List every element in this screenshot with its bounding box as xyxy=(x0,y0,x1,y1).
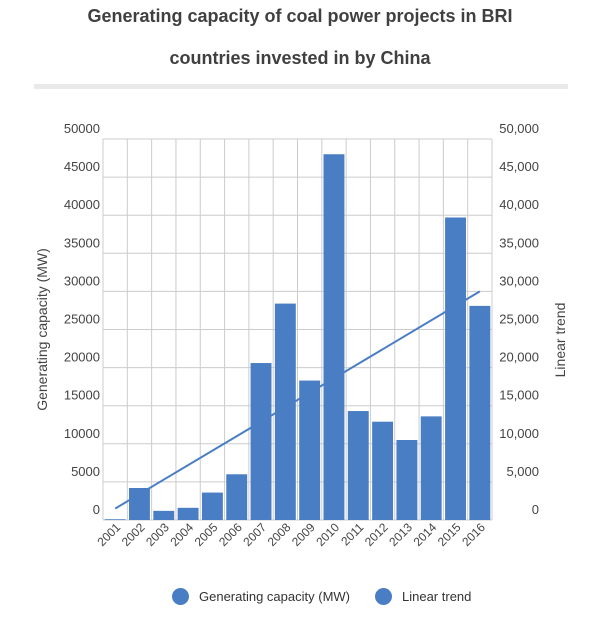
y-tick-label: 15000 xyxy=(64,388,100,403)
legend: Generating capacity (MW) Linear trend xyxy=(0,584,600,608)
y2-tick-label: 40,000 xyxy=(499,197,539,212)
y2-tick-label: 10,000 xyxy=(499,426,539,441)
legend-label-linear-trend: Linear trend xyxy=(402,588,472,604)
x-tick-label: 2011 xyxy=(338,520,366,548)
y2-tick-label: 30,000 xyxy=(499,273,539,288)
bar xyxy=(274,303,296,520)
y-tick-label: 50000 xyxy=(64,121,100,136)
x-tick-label: 2007 xyxy=(240,520,269,549)
bar xyxy=(299,380,321,520)
bar xyxy=(445,217,466,520)
bar xyxy=(250,363,272,520)
x-tick-label: 2016 xyxy=(459,520,488,549)
y2-tick-label: 5,000 xyxy=(506,464,539,479)
y-axis-label: Generating capacity (MW) xyxy=(34,248,50,411)
x-tick-label: 2012 xyxy=(362,520,391,549)
bar xyxy=(469,305,491,520)
bar xyxy=(226,474,248,520)
y2-tick-label: 15,000 xyxy=(499,388,539,403)
legend-swatch-generating-capacity xyxy=(172,587,189,605)
y2-tick-label: 35,000 xyxy=(499,235,539,250)
bar xyxy=(104,519,126,520)
y2-tick-label: 45,000 xyxy=(499,159,539,174)
x-tick-label: 2002 xyxy=(119,520,148,549)
bar xyxy=(153,510,175,520)
bar xyxy=(347,411,369,520)
x-tick-label: 2006 xyxy=(216,520,245,549)
bar xyxy=(129,487,150,520)
bar xyxy=(201,492,223,520)
x-tick-label: 2004 xyxy=(167,520,196,549)
y2-axis-label: Linear trend xyxy=(552,303,568,378)
bar xyxy=(323,154,345,521)
x-tick-label: 2001 xyxy=(94,520,123,549)
y-tick-label: 10000 xyxy=(64,426,100,441)
y-tick-label: 5000 xyxy=(71,464,100,479)
bar xyxy=(177,507,199,520)
x-tick-label: 2015 xyxy=(435,520,464,549)
y2-tick-label: 20,000 xyxy=(499,350,539,365)
x-tick-label: 2003 xyxy=(143,520,172,549)
y2-tick-label: 0 xyxy=(532,502,539,517)
chart-title-line-2: countries invested in by China xyxy=(169,48,431,68)
bar xyxy=(396,439,418,520)
bar-chart: 0 5000 10000 15000 20000 25000 30000 35000 40000… xyxy=(34,121,568,549)
x-tick-label: 2005 xyxy=(192,520,221,549)
x-tick-label: 2008 xyxy=(265,520,294,549)
bar xyxy=(372,421,394,520)
y2-tick-label: 50,000 xyxy=(499,121,539,136)
x-tick-label: 2009 xyxy=(289,520,318,549)
y2-tick-label: 25,000 xyxy=(499,312,539,327)
legend-item-generating-capacity: Generating capacity (MW) xyxy=(172,584,350,608)
y-tick-label: 40000 xyxy=(64,197,100,212)
legend-label-generating-capacity: Generating capacity (MW) xyxy=(199,588,350,604)
legend-swatch-linear-trend xyxy=(375,587,392,605)
y-tick-label: 0 xyxy=(93,502,100,517)
chart-title-line-1: Generating capacity of coal power projec… xyxy=(87,6,513,26)
y-tick-label: 20000 xyxy=(64,350,100,365)
legend-item-linear-trend: Linear trend xyxy=(375,584,471,608)
x-tick-label: 2014 xyxy=(411,520,440,549)
title-divider xyxy=(34,84,568,89)
y-tick-label: 45000 xyxy=(64,159,100,174)
trend-line xyxy=(114,290,481,510)
y-tick-label: 25000 xyxy=(64,312,100,327)
y-tick-label: 30000 xyxy=(64,273,100,288)
x-tick-label: 2010 xyxy=(313,520,342,549)
bar xyxy=(420,416,442,520)
y-tick-label: 35000 xyxy=(64,235,100,250)
x-tick-label: 2013 xyxy=(386,520,415,549)
